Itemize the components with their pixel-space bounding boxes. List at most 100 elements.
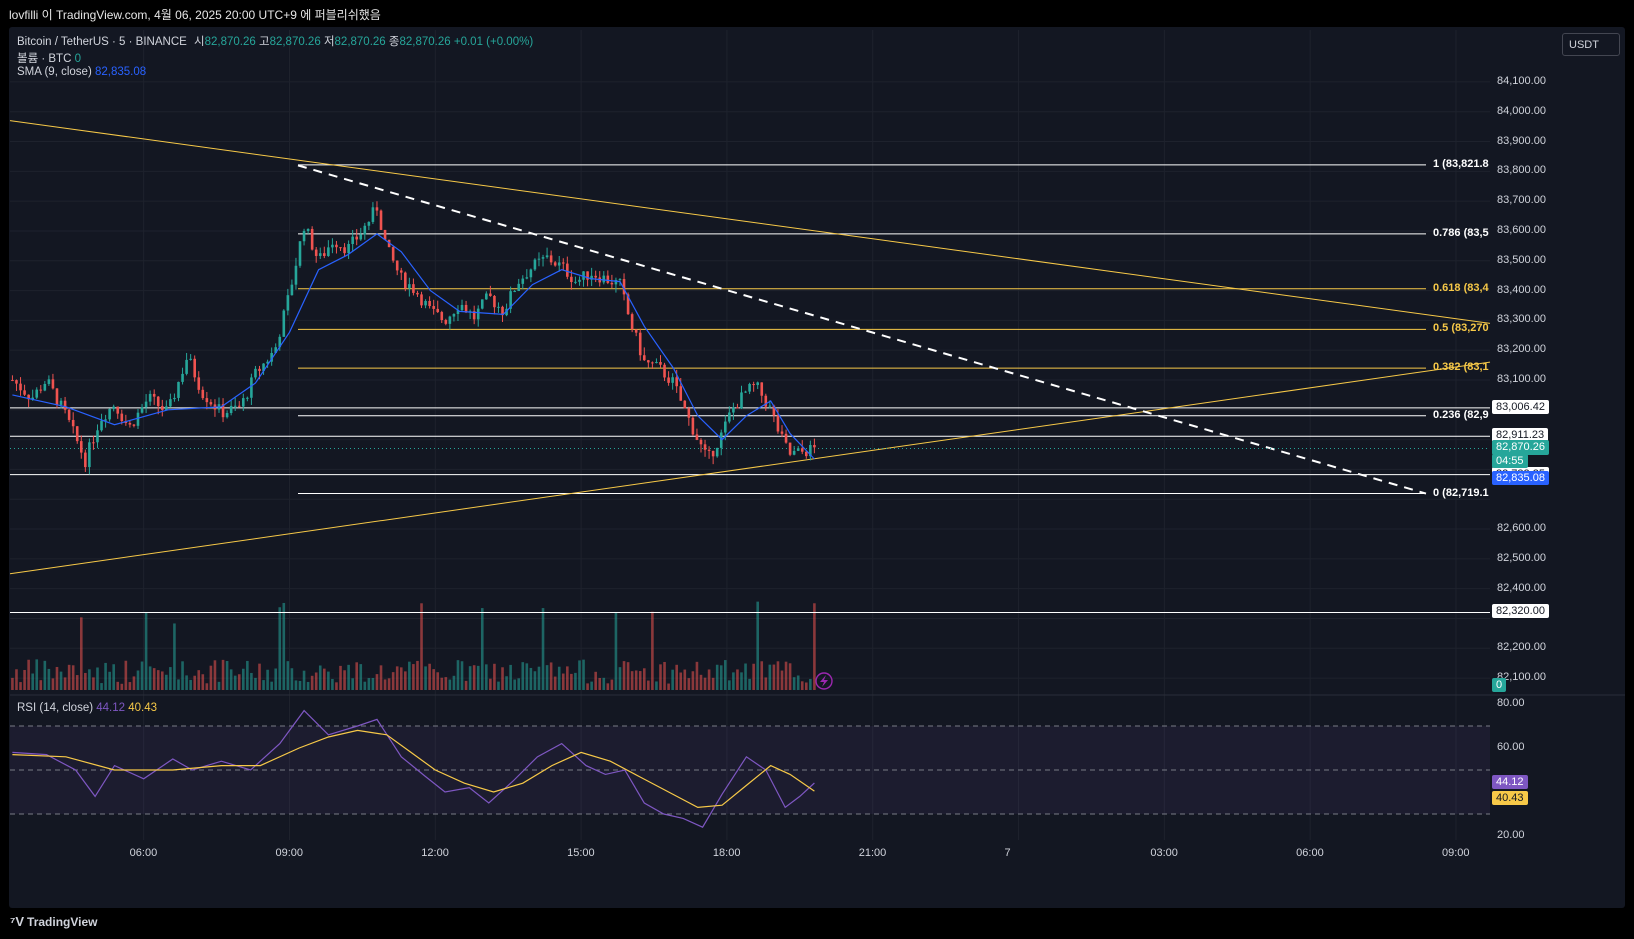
alert-lightning-icon[interactable] xyxy=(815,672,833,690)
volume-bar xyxy=(813,603,816,690)
candle-body xyxy=(314,249,318,256)
candle-body xyxy=(505,308,508,316)
volume-bar xyxy=(655,681,658,690)
candle-body xyxy=(55,388,59,405)
candle-body xyxy=(371,207,375,222)
candle-body xyxy=(719,432,723,448)
candle-body xyxy=(108,408,111,420)
fib-level-label: 0 (82,719.1 xyxy=(1433,486,1489,499)
volume-bar xyxy=(71,665,75,690)
candle-body xyxy=(744,391,747,393)
fib-level-label: 0.618 (83,4 xyxy=(1433,281,1489,294)
currency-button[interactable]: USDT xyxy=(1562,33,1620,56)
candle-body xyxy=(327,247,330,256)
volume-bar xyxy=(282,602,286,690)
candle-body xyxy=(359,234,363,240)
volume-bar xyxy=(416,660,419,690)
candle-body xyxy=(655,361,658,363)
candle-body xyxy=(800,448,804,452)
candle-body xyxy=(566,263,569,277)
candle-body xyxy=(177,381,180,398)
candle-body xyxy=(399,270,403,273)
rsi-legend[interactable]: RSI (14, close) 44.12 40.43 xyxy=(17,702,157,714)
volume-bar xyxy=(659,664,662,690)
volume-bar xyxy=(647,680,650,690)
volume-bar xyxy=(221,659,225,690)
volume-bar xyxy=(31,673,34,690)
volume-bar xyxy=(622,661,626,690)
volume-bar xyxy=(541,608,545,690)
candle-body xyxy=(383,229,387,240)
candle-body xyxy=(788,442,792,455)
candle-body xyxy=(784,433,788,443)
candles xyxy=(11,201,816,475)
volume-bar xyxy=(323,668,326,690)
volume-bar xyxy=(169,667,172,690)
volume-value: 0 xyxy=(74,53,81,65)
rsi-ma-tag: 40.43 xyxy=(1492,790,1528,805)
volume-legend[interactable]: 볼륨 · BTC 0 xyxy=(17,50,81,66)
candle-body xyxy=(796,448,800,451)
x-axis-tick-label: 06:00 xyxy=(1296,847,1324,859)
volume-bar xyxy=(318,665,322,690)
candle-body xyxy=(233,405,237,407)
candle-body xyxy=(120,413,124,422)
candle-body xyxy=(578,279,581,282)
candle-body xyxy=(513,291,516,293)
volume-bar xyxy=(59,671,63,690)
candle-body xyxy=(173,397,176,400)
volume-bar xyxy=(606,683,610,690)
candle-body xyxy=(416,292,419,295)
sma-price-tag: 82,835.08 xyxy=(1492,470,1549,485)
x-axis-tick-label: 09:00 xyxy=(275,847,303,859)
volume-bar xyxy=(165,674,168,690)
volume-bar xyxy=(663,661,666,690)
brand-name: TradingView xyxy=(27,915,98,929)
candle-body xyxy=(310,228,314,250)
candle-body xyxy=(323,253,326,256)
candle-body xyxy=(242,398,245,407)
candle-body xyxy=(804,451,808,457)
candle-body xyxy=(254,368,257,378)
dashed-trendline xyxy=(297,164,1427,495)
volume-bar xyxy=(258,663,261,690)
candle-body xyxy=(626,294,630,315)
chart-panel[interactable] xyxy=(9,27,1625,908)
volume-label: 볼륨 · BTC xyxy=(17,53,72,65)
symbol-legend[interactable]: Bitcoin / TetherUS · 5 · BINANCE 시82,870… xyxy=(17,33,533,49)
candle-body xyxy=(67,409,71,420)
sma-value: 82,835.08 xyxy=(94,66,147,78)
candle-body xyxy=(610,282,614,285)
volume-bar xyxy=(266,669,269,690)
volume-bar xyxy=(744,663,747,690)
volume-bar xyxy=(764,677,768,690)
close-label: 종 xyxy=(388,36,400,48)
candle-body xyxy=(776,415,780,432)
volume-bar xyxy=(715,664,719,690)
volume-bar xyxy=(691,671,695,690)
candle-body xyxy=(736,407,739,409)
y-axis-tick-label: 83,800.00 xyxy=(1497,164,1546,177)
sma-legend[interactable]: SMA (9, close) 82,835.08 xyxy=(17,66,146,78)
candle-body xyxy=(237,405,241,407)
candle-body xyxy=(525,277,529,279)
candle-body xyxy=(424,300,427,306)
volume-bar xyxy=(752,663,755,690)
candle-body xyxy=(100,420,103,431)
candle-body xyxy=(606,275,610,283)
candle-body xyxy=(472,311,476,320)
candle-body xyxy=(480,299,484,309)
rsi-guides xyxy=(10,725,1490,815)
candle-body xyxy=(618,279,622,281)
volume-bar xyxy=(197,670,201,690)
tradingview-logo[interactable]: ⁷V TradingView xyxy=(10,914,98,929)
volume-bar xyxy=(379,665,383,690)
volume-bar xyxy=(723,660,727,690)
candle-body xyxy=(671,377,674,383)
candle-body xyxy=(250,377,253,398)
volume-bar xyxy=(594,671,597,690)
candle-body xyxy=(683,400,687,409)
volume-bar xyxy=(15,669,18,690)
x-axis-tick-label: 12:00 xyxy=(421,847,449,859)
